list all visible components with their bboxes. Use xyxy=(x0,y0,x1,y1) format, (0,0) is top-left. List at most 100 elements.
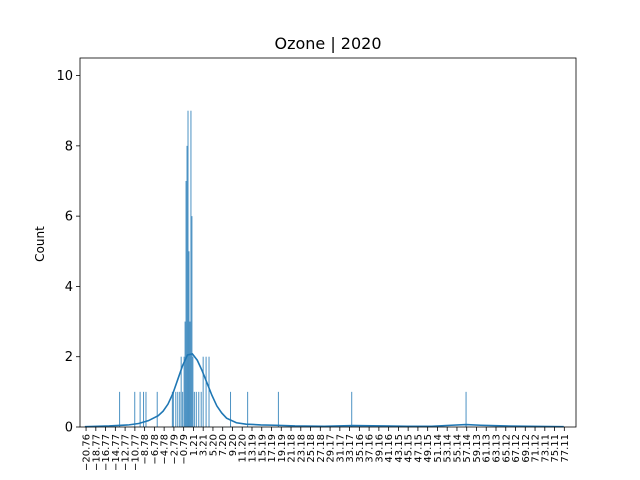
x-tick-label: 55.14 xyxy=(452,434,463,463)
x-tick-label: 49.15 xyxy=(423,434,434,463)
y-axis-label: Count xyxy=(33,226,47,262)
x-tick-label: 41.16 xyxy=(384,434,395,463)
x-tick-label: 45.15 xyxy=(404,434,415,463)
histogram-bar xyxy=(179,391,181,427)
x-tick-label: 1.21 xyxy=(189,434,200,456)
histogram-bar xyxy=(200,391,202,427)
histogram-bar xyxy=(186,145,188,428)
x-tick-label: 53.14 xyxy=(443,434,454,463)
histogram-bar xyxy=(205,356,207,427)
histogram-bar xyxy=(175,391,177,427)
x-tick-label: −16.77 xyxy=(101,434,112,471)
x-tick-label: 27.18 xyxy=(316,434,327,463)
x-tick-label: −8.78 xyxy=(140,434,151,465)
x-tick-label: 43.15 xyxy=(394,434,405,463)
histogram-bar xyxy=(145,391,147,427)
histogram-bar xyxy=(182,391,184,427)
x-tick-label: 21.18 xyxy=(287,434,298,463)
chart-title: Ozone | 2020 xyxy=(274,34,381,53)
x-tick-label: −2.79 xyxy=(169,434,180,465)
x-tick-label: 73.11 xyxy=(540,434,551,463)
histogram-bar xyxy=(465,391,467,427)
histogram-bar xyxy=(189,321,191,427)
x-tick-label: 59.13 xyxy=(472,434,483,463)
y-tick-label: 0 xyxy=(65,421,73,436)
histogram-bar xyxy=(202,356,204,427)
y-tick-label: 10 xyxy=(56,69,73,84)
x-tick-label: 63.13 xyxy=(492,434,503,463)
histogram-bar xyxy=(188,251,190,427)
histogram-bar xyxy=(183,356,185,427)
histogram-bar xyxy=(208,356,210,427)
y-tick-label: 4 xyxy=(65,280,73,295)
x-tick-label: 77.11 xyxy=(560,434,571,463)
x-tick-label: −0.79 xyxy=(179,434,190,465)
x-tick-label: 61.13 xyxy=(482,434,493,463)
x-tick-label: 51.14 xyxy=(433,434,444,463)
histogram-bar xyxy=(156,391,158,427)
x-tick-label: 19.19 xyxy=(277,434,288,463)
x-tick-label: 15.19 xyxy=(257,434,268,463)
x-tick-label: −12.77 xyxy=(121,434,132,471)
y-tick-label: 6 xyxy=(65,210,73,225)
x-tick-label: 71.12 xyxy=(531,434,542,463)
x-tick-label: −18.77 xyxy=(91,434,102,471)
histogram-bar xyxy=(192,356,194,427)
histogram-bar xyxy=(195,391,197,427)
histogram-bar xyxy=(351,391,353,427)
histogram-bar xyxy=(191,216,193,427)
histogram-bar xyxy=(277,391,279,427)
x-tick-label: 3.21 xyxy=(199,434,210,456)
histogram-bar xyxy=(119,391,121,427)
histogram-bar xyxy=(143,391,145,427)
x-tick-label: 75.11 xyxy=(550,434,561,463)
histogram-bar xyxy=(247,391,249,427)
x-tick-label: 65.12 xyxy=(501,434,512,463)
y-tick-label: 2 xyxy=(65,350,73,365)
x-tick-label: −14.77 xyxy=(111,434,122,471)
histogram-bar xyxy=(190,110,192,428)
x-tick-label: 13.19 xyxy=(247,434,258,463)
x-tick-label: −10.77 xyxy=(130,434,141,471)
x-tick-label: −6.78 xyxy=(150,434,161,465)
histogram-bar xyxy=(139,391,141,427)
histogram-bar xyxy=(230,391,232,427)
x-tick-label: 47.15 xyxy=(413,434,424,463)
x-tick-label: −20.76 xyxy=(82,434,93,471)
x-tick-label: 17.19 xyxy=(267,434,278,463)
y-tick-label: 8 xyxy=(65,139,73,154)
y-axis-ticks: 0 2 4 6 8 10 xyxy=(56,69,80,436)
x-tick-label: 29.17 xyxy=(326,434,337,463)
x-tick-label: 11.20 xyxy=(238,434,249,463)
x-tick-label: 67.12 xyxy=(511,434,522,463)
histogram-bar xyxy=(184,321,186,427)
histogram-bar xyxy=(172,391,174,427)
x-tick-label: 31.17 xyxy=(335,434,346,463)
histogram-bar xyxy=(134,391,136,427)
x-tick-label: 7.20 xyxy=(218,434,229,456)
histogram-bar xyxy=(198,391,200,427)
histogram-bar xyxy=(180,356,182,427)
x-axis-ticks: −20.76−18.77−16.77−14.77−12.77−10.77−8.7… xyxy=(82,427,571,471)
x-tick-label: 23.18 xyxy=(296,434,307,463)
x-tick-label: 37.16 xyxy=(365,434,376,463)
x-tick-label: 39.16 xyxy=(374,434,385,463)
x-tick-label: 57.14 xyxy=(462,434,473,463)
histogram-bar xyxy=(177,391,179,427)
histogram-bar xyxy=(187,110,189,428)
kde-curve xyxy=(84,353,564,428)
histogram-bar xyxy=(171,391,173,427)
x-tick-label: 5.20 xyxy=(208,434,219,456)
histogram-bar xyxy=(185,181,187,427)
x-tick-label: 33.17 xyxy=(345,434,356,463)
plot-area-frame xyxy=(79,57,577,428)
x-tick-label: −4.78 xyxy=(160,434,171,465)
histogram-bars xyxy=(119,110,467,428)
x-tick-label: 69.12 xyxy=(521,434,532,463)
histogram-bar xyxy=(193,391,195,427)
x-tick-label: 35.16 xyxy=(355,434,366,463)
x-tick-label: 9.20 xyxy=(228,434,239,456)
x-tick-label: 25.18 xyxy=(306,434,317,463)
